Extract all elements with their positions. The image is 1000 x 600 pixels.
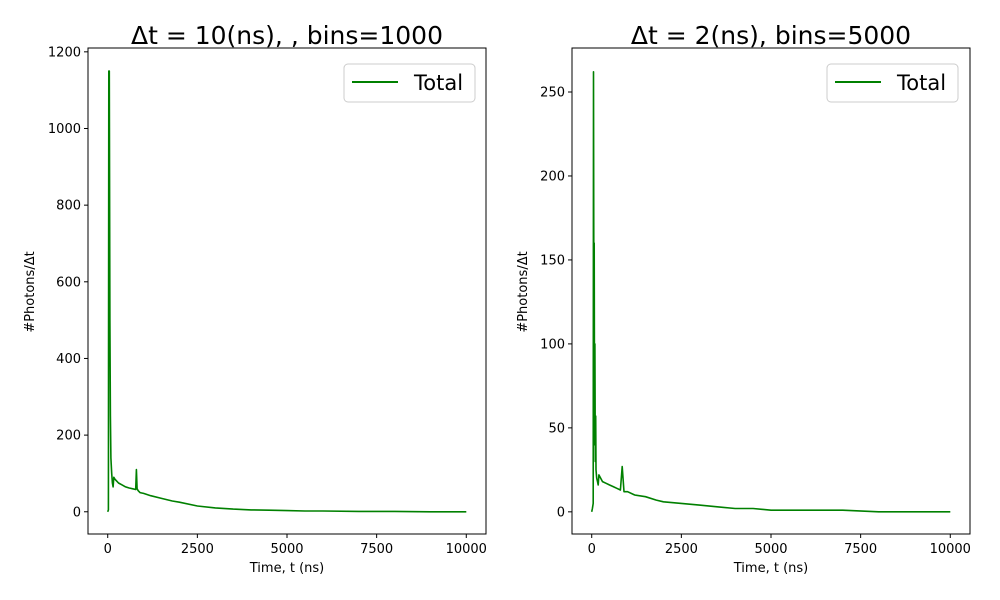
y-tick-label: 200 bbox=[56, 429, 81, 444]
data-area bbox=[590, 71, 951, 513]
x-tick-label: 0 bbox=[104, 542, 112, 557]
y-tick-label: 0 bbox=[73, 505, 81, 520]
x-tick-label: 2500 bbox=[181, 542, 214, 557]
chart-title: Δt = 10(ns), , bins=1000 bbox=[131, 21, 443, 50]
y-tick-label: 0 bbox=[557, 505, 565, 520]
data-area bbox=[106, 70, 467, 513]
x-axis-label: Time, t (ns) bbox=[249, 561, 324, 576]
legend-label-total: Total bbox=[896, 71, 946, 95]
chart-title: Δt = 2(ns), bins=5000 bbox=[631, 21, 911, 50]
x-tick-label: 10000 bbox=[446, 542, 487, 557]
y-axis-label: #Photons/Δt bbox=[23, 251, 38, 332]
subplot-right: Δt = 2(ns), bins=5000 Time, t (ns) #Phot… bbox=[516, 21, 971, 576]
y-tick-label: 600 bbox=[56, 275, 81, 290]
y-tick-label: 1000 bbox=[48, 122, 81, 137]
series-line-total bbox=[106, 70, 467, 513]
y-axis-label: #Photons/Δt bbox=[516, 251, 531, 332]
y-tick-label: 100 bbox=[540, 337, 565, 352]
legend-box bbox=[826, 63, 959, 103]
y-tick-label: 400 bbox=[56, 352, 81, 367]
y-tick-label: 50 bbox=[548, 421, 565, 436]
legend-box bbox=[343, 63, 476, 103]
subplot-left: Δt = 10(ns), , bins=1000 Time, t (ns) #P… bbox=[23, 21, 487, 576]
x-tick-label: 7500 bbox=[844, 542, 877, 557]
legend: Total bbox=[826, 63, 959, 103]
y-tick-label: 800 bbox=[56, 199, 81, 214]
x-tick-label: 10000 bbox=[930, 542, 971, 557]
legend-label-total: Total bbox=[413, 71, 463, 95]
y-tick-label: 1200 bbox=[48, 45, 81, 60]
y-tick-label: 150 bbox=[540, 253, 565, 268]
x-tick-label: 0 bbox=[588, 542, 596, 557]
y-tick-label: 250 bbox=[540, 85, 565, 100]
series-line-total bbox=[590, 71, 951, 513]
x-tick-label: 5000 bbox=[754, 542, 787, 557]
x-tick-label: 2500 bbox=[665, 542, 698, 557]
x-tick-label: 7500 bbox=[360, 542, 393, 557]
y-tick-label: 200 bbox=[540, 169, 565, 184]
x-axis-label: Time, t (ns) bbox=[733, 561, 808, 576]
x-tick-label: 5000 bbox=[270, 542, 303, 557]
legend: Total bbox=[343, 63, 476, 103]
